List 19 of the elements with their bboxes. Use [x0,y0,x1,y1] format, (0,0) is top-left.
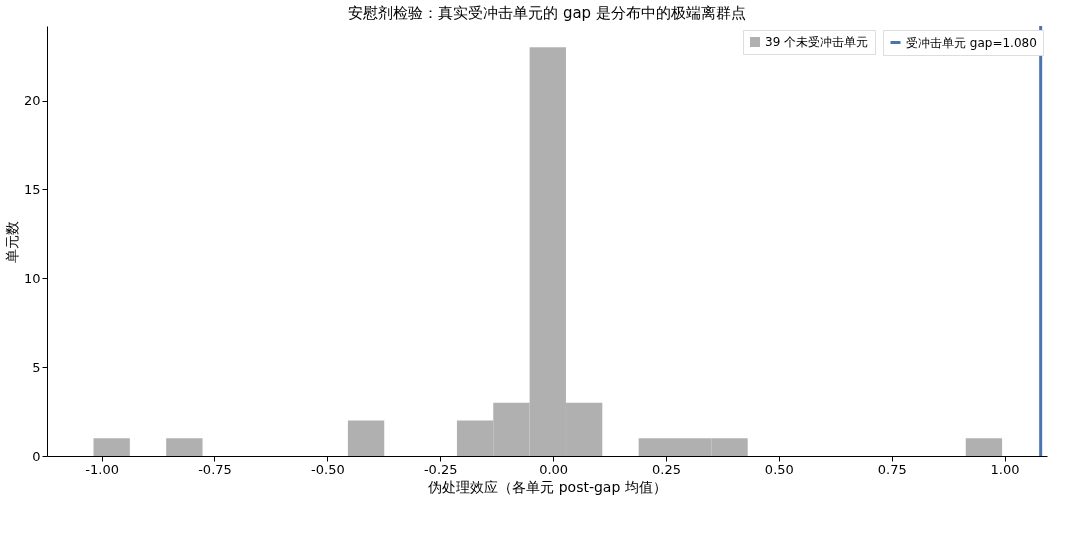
y-tick-label: 10 [23,270,41,286]
x-tick-label: 0.25 [651,461,681,477]
y-tick-label: 20 [23,93,41,109]
x-axis-title: 伪处理效应（各单元 post-gap 均值） [428,478,667,495]
chart-title: 安慰剂检验：真实受冲击单元的 gap 是分布中的极端离群点 [348,3,746,22]
y-axis-title: 单元数 [3,220,20,263]
x-tick-label: 0.50 [764,461,794,477]
legend-label: 39 个未受冲击单元 [765,35,869,49]
y-tick-label: 15 [23,181,41,197]
y-tick-label: 5 [32,359,41,375]
x-tick-label: -0.50 [311,461,345,477]
x-tick-label: 1.00 [990,461,1020,477]
x-tick-label: 0.00 [539,461,569,477]
x-tick-label: -0.25 [423,461,458,477]
x-tick-label: 0.75 [877,461,907,477]
ref-line-label: 受冲击单元 gap=1.080 [906,35,1037,50]
x-tick-label: -1.00 [85,461,119,477]
x-tick-label: -0.75 [198,461,232,477]
y-tick-label: 0 [32,448,41,464]
